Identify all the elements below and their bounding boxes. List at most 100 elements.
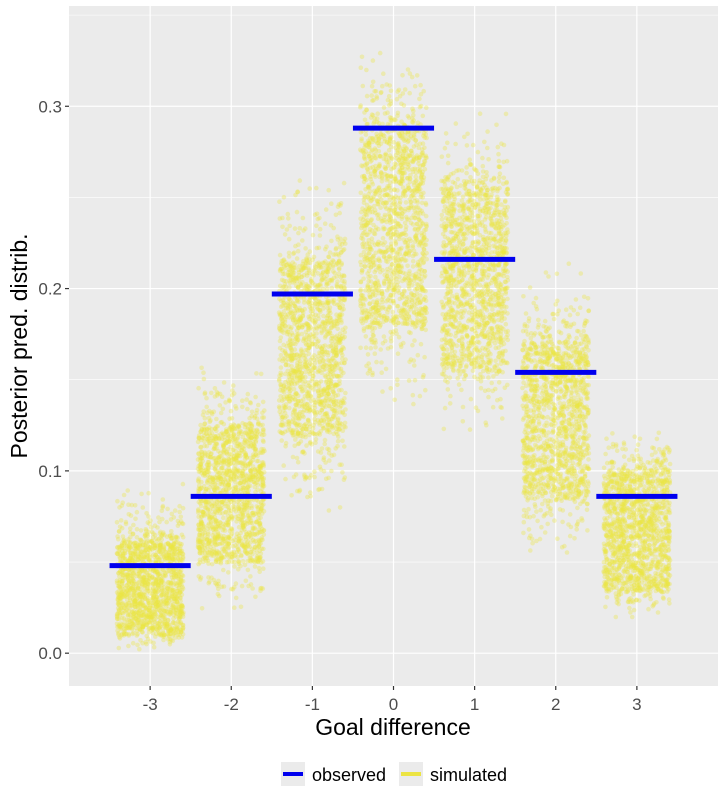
simulated-point	[253, 435, 259, 440]
simulated-point	[130, 592, 135, 598]
simulated-point	[135, 549, 141, 554]
simulated-point	[277, 345, 283, 351]
simulated-point	[277, 216, 283, 221]
simulated-point	[212, 394, 218, 399]
simulated-point	[144, 531, 150, 537]
simulated-point	[257, 529, 263, 535]
simulated-point	[296, 230, 301, 236]
simulated-point	[243, 430, 248, 435]
simulated-point	[176, 629, 181, 635]
simulated-point	[138, 620, 144, 626]
simulated-point	[116, 594, 121, 600]
simulated-point	[316, 381, 322, 386]
simulated-point	[142, 579, 148, 584]
simulated-point	[331, 269, 336, 274]
simulated-point	[201, 376, 207, 382]
simulated-point	[239, 510, 245, 515]
simulated-point	[322, 397, 328, 403]
simulated-point	[144, 511, 149, 516]
simulated-point	[289, 493, 294, 498]
simulated-point	[146, 582, 151, 587]
simulated-point	[290, 332, 296, 338]
simulated-point	[317, 226, 323, 232]
simulated-point	[407, 90, 413, 96]
simulated-point	[177, 582, 183, 587]
simulated-point	[303, 260, 309, 265]
simulated-point	[296, 325, 302, 331]
simulated-point	[171, 549, 177, 554]
simulated-point	[199, 499, 204, 504]
simulated-point	[126, 591, 131, 597]
simulated-point	[172, 508, 178, 513]
simulated-point	[159, 508, 165, 514]
simulated-point	[160, 573, 166, 578]
simulated-point	[229, 586, 234, 592]
simulated-point	[119, 605, 125, 611]
simulated-point	[158, 555, 163, 560]
simulated-point	[178, 627, 184, 633]
simulated-point	[411, 401, 416, 407]
simulated-point	[292, 265, 298, 271]
simulated-point	[319, 446, 325, 451]
simulated-point	[155, 572, 161, 577]
simulated-point	[137, 627, 143, 632]
simulated-point	[325, 422, 331, 428]
simulated-point	[243, 452, 249, 458]
simulated-point	[159, 542, 164, 548]
simulated-point	[216, 521, 221, 527]
simulated-point	[380, 389, 385, 394]
simulated-point	[139, 618, 144, 623]
simulated-point	[123, 625, 129, 631]
simulated-point	[307, 424, 313, 430]
simulated-point	[305, 394, 310, 399]
simulated-point	[178, 614, 183, 620]
simulated-point	[216, 486, 221, 491]
simulated-point	[121, 546, 127, 551]
simulated-point	[195, 544, 201, 550]
simulated-point	[371, 137, 376, 142]
simulated-point	[329, 406, 335, 412]
simulated-point	[279, 372, 284, 378]
simulated-point	[253, 520, 259, 525]
simulated-point	[306, 405, 312, 411]
simulated-point	[179, 532, 185, 538]
simulated-point	[121, 540, 127, 546]
simulated-point	[252, 484, 258, 490]
simulated-point	[131, 589, 137, 594]
simulated-point	[136, 574, 142, 579]
simulated-point	[155, 557, 161, 563]
simulated-point	[136, 612, 142, 618]
simulated-point	[259, 486, 265, 492]
simulated-point	[196, 385, 201, 391]
simulated-point	[168, 533, 173, 538]
simulated-point	[334, 283, 340, 289]
simulated-point	[416, 217, 422, 222]
simulated-point	[341, 297, 347, 303]
simulated-point	[220, 541, 225, 546]
simulated-point	[215, 591, 221, 597]
simulated-point	[288, 264, 293, 270]
simulated-point	[116, 570, 121, 576]
simulated-point	[209, 411, 215, 417]
simulated-point	[116, 610, 121, 615]
simulated-point	[127, 601, 132, 606]
simulated-point	[136, 593, 141, 599]
simulated-point	[261, 566, 266, 571]
simulated-point	[129, 626, 135, 632]
simulated-point	[239, 583, 245, 589]
simulated-point	[116, 529, 122, 534]
simulated-point	[341, 370, 346, 376]
simulated-point	[142, 533, 148, 539]
simulated-point	[321, 306, 326, 311]
simulated-point	[254, 554, 260, 559]
simulated-point	[410, 106, 415, 111]
simulated-point	[137, 570, 142, 576]
simulated-point	[314, 211, 320, 217]
simulated-point	[294, 283, 299, 289]
simulated-point	[140, 612, 145, 618]
simulated-point	[230, 388, 235, 393]
simulated-point	[289, 347, 294, 352]
simulated-point	[322, 373, 328, 378]
simulated-point	[126, 543, 131, 549]
